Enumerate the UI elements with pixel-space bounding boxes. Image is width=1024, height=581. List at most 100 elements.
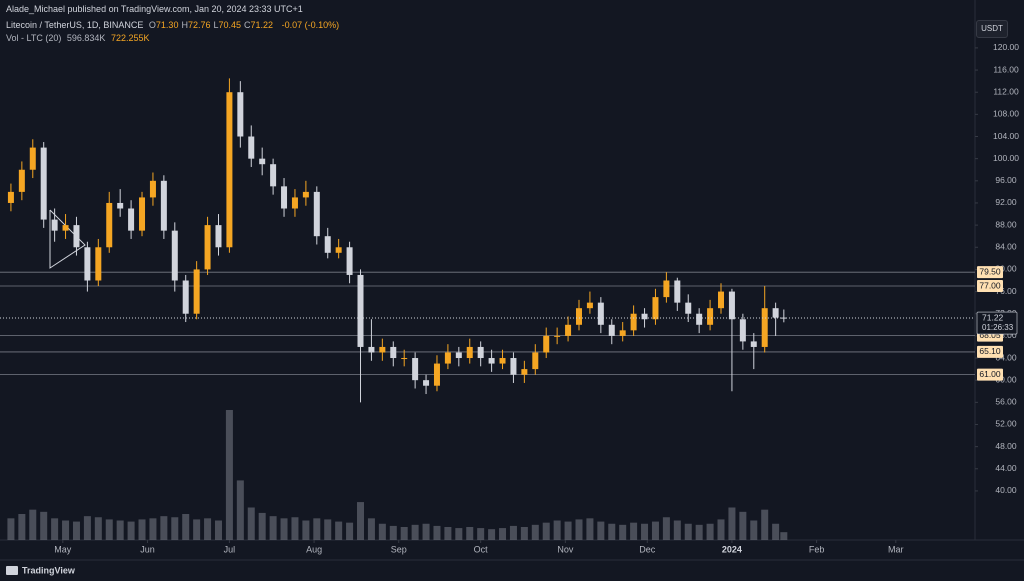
volume-bar bbox=[488, 529, 496, 540]
volume-bar bbox=[225, 410, 233, 540]
y-tick-label: 116.00 bbox=[993, 64, 1019, 74]
volume-bar bbox=[51, 518, 59, 540]
candles bbox=[7, 78, 787, 403]
volume-bar bbox=[7, 518, 15, 540]
candle-body bbox=[237, 92, 244, 137]
candle-body bbox=[586, 302, 593, 309]
candle-body bbox=[259, 158, 266, 165]
candle-body bbox=[750, 341, 757, 347]
x-tick-label: Sep bbox=[391, 544, 407, 554]
last-price-box bbox=[976, 311, 1018, 335]
volume-bar bbox=[324, 519, 332, 540]
candle-body bbox=[7, 191, 14, 203]
volume-bar bbox=[40, 511, 48, 540]
footer-brand: TradingView bbox=[22, 565, 76, 575]
x-tick-label: May bbox=[54, 544, 72, 554]
candle-body bbox=[488, 358, 495, 364]
candle-body bbox=[739, 319, 746, 342]
ohlc-value: 70.45 bbox=[218, 20, 242, 30]
candle-body bbox=[84, 247, 91, 281]
volume-bar bbox=[651, 521, 659, 540]
candle-body bbox=[302, 191, 309, 198]
x-tick-label: Jul bbox=[224, 544, 236, 554]
volume-bar bbox=[247, 507, 255, 540]
y-tick-label: 80.00 bbox=[995, 264, 1017, 274]
candle-body bbox=[128, 208, 135, 231]
volume-ma: 596.834K bbox=[66, 33, 106, 43]
last-price-label: 71.22 bbox=[982, 312, 1004, 322]
candle-body bbox=[291, 197, 298, 209]
y-tick-label: 84.00 bbox=[995, 242, 1017, 252]
level-label: 68.05 bbox=[979, 330, 1001, 340]
candle-body bbox=[696, 313, 703, 325]
volume-bar bbox=[367, 518, 375, 540]
candle-body bbox=[281, 186, 288, 209]
volume-bar bbox=[378, 523, 386, 540]
y-tick-label: 56.00 bbox=[995, 397, 1017, 407]
candle-body bbox=[62, 225, 69, 231]
y-tick-label: 64.00 bbox=[995, 352, 1017, 362]
volume-bar bbox=[269, 516, 277, 540]
y-tick-label: 76.00 bbox=[995, 286, 1017, 296]
y-tick-label: 52.00 bbox=[995, 419, 1017, 429]
x-tick-label: Feb bbox=[809, 544, 825, 554]
y-tick-label: 120.00 bbox=[993, 42, 1019, 52]
candle-body bbox=[597, 302, 604, 325]
volume-bar bbox=[83, 516, 91, 540]
candle-body bbox=[619, 330, 626, 336]
candle-body bbox=[630, 313, 637, 331]
volume-bar bbox=[509, 525, 517, 540]
x-tick-label: Nov bbox=[557, 544, 574, 554]
x-tick-label: 2024 bbox=[722, 544, 742, 554]
candle-body bbox=[761, 308, 768, 347]
candle-body bbox=[477, 346, 484, 359]
y-tick-label: 68.00 bbox=[995, 330, 1017, 340]
level-label: 77.00 bbox=[979, 280, 1001, 290]
volume-bar bbox=[346, 522, 354, 540]
volume-bar bbox=[29, 509, 37, 540]
y-tick-label: 48.00 bbox=[995, 441, 1017, 451]
candle-body bbox=[565, 324, 572, 336]
candle-body bbox=[379, 346, 386, 353]
ohlc-value: 71.30 bbox=[155, 20, 179, 30]
candle-body bbox=[575, 308, 582, 325]
volume-bar bbox=[597, 521, 605, 540]
volume-bar bbox=[149, 518, 157, 540]
volume-bar bbox=[772, 523, 780, 540]
candle-body bbox=[532, 352, 539, 370]
currency-button[interactable]: USDT bbox=[976, 20, 1008, 38]
volume-bar bbox=[619, 524, 627, 540]
level-label-box bbox=[977, 345, 1003, 358]
candle-body bbox=[718, 291, 725, 309]
ohlc-key: O bbox=[148, 20, 156, 30]
candle-body bbox=[193, 269, 200, 314]
volume-bar bbox=[182, 514, 190, 540]
ohlc: O71.30 H72.76 L70.45 C71.22 bbox=[149, 20, 276, 30]
level-label: 65.10 bbox=[979, 346, 1001, 356]
symbol-legend: Litecoin / TetherUS, 1D, BINANCE O71.30 H… bbox=[6, 20, 342, 30]
candle-body bbox=[444, 352, 451, 364]
y-tick-label: 60.00 bbox=[995, 374, 1017, 384]
volume-bar bbox=[433, 525, 441, 540]
candle-body bbox=[608, 324, 615, 336]
candle-body bbox=[73, 225, 80, 248]
y-tick-label: 92.00 bbox=[995, 197, 1017, 207]
volume-pane bbox=[7, 410, 788, 540]
volume-bar bbox=[18, 514, 26, 540]
footer-logo bbox=[6, 566, 18, 575]
volume-bar bbox=[717, 519, 725, 540]
candle-body bbox=[204, 225, 211, 270]
volume-bar bbox=[72, 521, 80, 540]
candle-body bbox=[510, 358, 517, 375]
volume-bar bbox=[357, 502, 365, 540]
volume-bar bbox=[138, 519, 146, 540]
candle-body bbox=[51, 219, 58, 231]
candle-body bbox=[368, 346, 375, 353]
y-tick-label: 40.00 bbox=[995, 485, 1017, 495]
candle-body bbox=[335, 247, 342, 253]
volume-bar bbox=[444, 527, 452, 540]
candle-body bbox=[215, 225, 222, 248]
volume-bar bbox=[575, 519, 583, 540]
volume-bar bbox=[662, 517, 670, 540]
